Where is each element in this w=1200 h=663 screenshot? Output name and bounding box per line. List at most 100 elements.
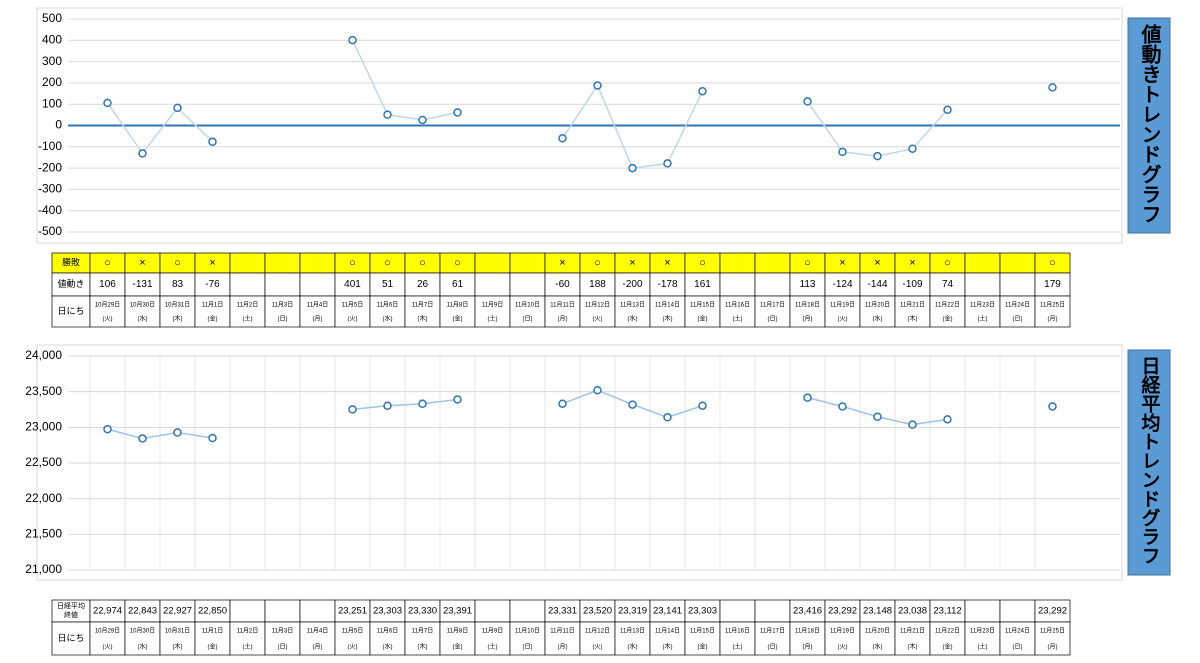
row-label: 終値 <box>64 610 78 619</box>
value-label: 83 <box>172 279 184 290</box>
date-label: 11月2日 <box>237 628 259 635</box>
table-cell <box>999 621 1036 656</box>
table-cell <box>719 295 756 328</box>
weekday-label: (日) <box>768 644 778 651</box>
table-cell <box>264 295 301 328</box>
weekday-label: (月) <box>803 316 813 323</box>
table-cell <box>299 599 336 623</box>
y-tick-label: -300 <box>38 182 62 196</box>
date-label: 11月25日 <box>1040 302 1065 309</box>
weekday-label: (土) <box>733 643 743 651</box>
table-cell <box>264 599 301 623</box>
weekday-label: (水) <box>138 643 148 651</box>
date-label: 11月20日 <box>865 302 890 309</box>
weekday-label: (日) <box>278 316 288 323</box>
weekday-label: (木) <box>908 643 918 651</box>
date-label: 11月12日 <box>585 628 610 635</box>
date-label: 11月21日 <box>900 628 925 635</box>
date-label: 11月20日 <box>865 628 890 635</box>
value-label: 51 <box>382 279 394 290</box>
y-tick-label: 0 <box>55 118 62 132</box>
row-label: 日にち <box>57 306 84 316</box>
data-point <box>663 413 672 422</box>
result-mark: ○ <box>104 257 111 269</box>
data-point <box>348 35 357 45</box>
row-label: 日にち <box>57 633 84 643</box>
y-tick-label: 22,500 <box>25 455 62 469</box>
row-label: 勝敗 <box>62 256 80 267</box>
date-label: 11月9日 <box>482 628 504 635</box>
table-cell <box>474 252 511 274</box>
table-cell <box>824 295 861 328</box>
table-cell <box>509 295 546 328</box>
weekday-label: (日) <box>1013 644 1023 651</box>
data-point <box>418 115 427 125</box>
data-point <box>873 412 882 422</box>
weekday-label: (金) <box>943 643 953 651</box>
date-label: 11月7日 <box>412 302 434 309</box>
weekday-label: (金) <box>208 643 218 651</box>
data-point <box>558 134 567 143</box>
data-point <box>943 105 952 114</box>
table-cell <box>509 599 546 623</box>
weekday-label: (月) <box>1048 644 1058 651</box>
table-cell <box>229 272 266 297</box>
result-mark: × <box>839 257 845 269</box>
weekday-label: (火) <box>103 316 113 323</box>
weekday-label: (水) <box>138 315 148 323</box>
value-label: 179 <box>1044 279 1061 290</box>
table-cell <box>649 621 686 656</box>
data-point <box>138 434 147 443</box>
table-cell <box>964 621 1001 656</box>
date-label: 11月6日 <box>377 628 399 635</box>
date-label: 11月13日 <box>620 302 645 309</box>
value-label: 23,330 <box>408 606 437 617</box>
weekday-label: (土) <box>488 315 498 323</box>
table-cell <box>929 621 966 656</box>
result-mark: ○ <box>1049 257 1056 269</box>
date-label: 11月23日 <box>970 628 995 635</box>
table-cell <box>754 252 791 274</box>
value-label: -178 <box>657 279 677 290</box>
date-label: 11月24日 <box>1005 302 1030 309</box>
table-cell <box>964 252 1001 274</box>
date-label: 11月1日 <box>202 302 224 309</box>
weekday-label: (日) <box>523 316 533 323</box>
result-mark: ○ <box>349 257 356 269</box>
table-cell <box>474 272 511 297</box>
y-tick-label: -100 <box>38 139 62 153</box>
date-label: 11月18日 <box>795 302 820 309</box>
table-cell <box>264 252 301 274</box>
value-label: -144 <box>867 279 887 290</box>
table-cell <box>159 621 196 656</box>
data-point <box>1048 83 1057 92</box>
chart-title: 日経平均トレンドグラフ <box>1139 356 1161 565</box>
table-cell <box>614 295 651 328</box>
table-cell <box>579 295 616 328</box>
date-label: 11月7日 <box>412 628 434 635</box>
y-tick-label: 21,500 <box>25 527 62 541</box>
value-label: -60 <box>555 279 570 290</box>
weekday-label: (日) <box>523 644 533 651</box>
date-label: 11月14日 <box>655 302 680 309</box>
date-label: 11月16日 <box>725 628 750 635</box>
weekday-label: (水) <box>873 315 883 323</box>
date-label: 11月15日 <box>690 302 715 309</box>
weekday-label: (水) <box>383 643 393 651</box>
value-label: -109 <box>902 279 922 290</box>
table-cell <box>754 295 791 328</box>
value-label: 161 <box>694 279 711 290</box>
data-point <box>908 420 917 429</box>
value-label: 23,416 <box>793 606 822 617</box>
weekday-label: (月) <box>313 644 323 651</box>
table-cell <box>544 621 581 656</box>
weekday-label: (火) <box>838 316 848 323</box>
weekday-label: (火) <box>593 316 603 323</box>
table-cell <box>754 621 791 656</box>
weekday-label: (水) <box>628 315 638 323</box>
y-tick-label: 21,000 <box>25 562 62 576</box>
table-cell <box>369 295 406 328</box>
value-label: -76 <box>205 279 220 290</box>
date-label: 11月11日 <box>550 302 574 309</box>
table-cell <box>299 295 336 328</box>
